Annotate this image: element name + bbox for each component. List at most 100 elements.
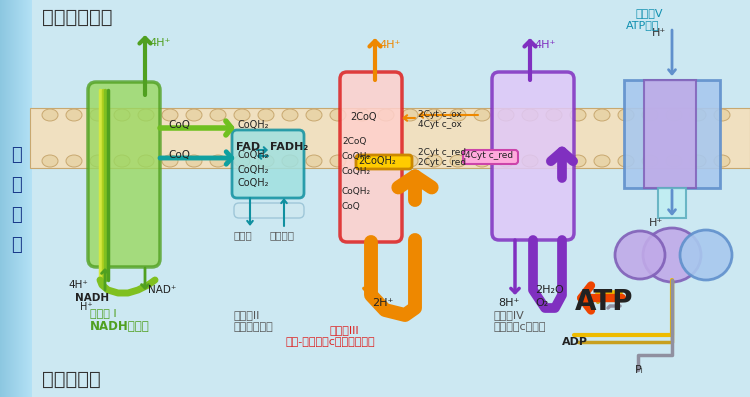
Text: H⁺: H⁺ [649,218,663,228]
Bar [11,0,12,397]
Ellipse shape [162,155,178,167]
Ellipse shape [234,155,250,167]
Bar [29,0,30,397]
Ellipse shape [90,109,106,121]
Ellipse shape [402,155,418,167]
Ellipse shape [378,109,394,121]
Ellipse shape [138,155,154,167]
Text: NADH脱氢酶: NADH脱氢酶 [90,320,150,333]
Text: 2H₂O: 2H₂O [535,285,564,295]
Bar [13,0,14,397]
Ellipse shape [186,109,202,121]
Text: CoQH₂: CoQH₂ [237,178,268,188]
Ellipse shape [680,230,732,280]
Ellipse shape [714,109,730,121]
FancyBboxPatch shape [492,72,574,240]
Ellipse shape [615,231,665,279]
Ellipse shape [642,155,658,167]
Bar [17,0,18,397]
Text: 4Cyt c_red: 4Cyt c_red [465,151,513,160]
Text: NAD⁺: NAD⁺ [148,285,176,295]
Text: 泛醌-细胞色素c还原酶复合物: 泛醌-细胞色素c还原酶复合物 [285,337,375,347]
Bar [5,0,6,397]
Text: 复合物IV: 复合物IV [494,310,525,320]
Ellipse shape [354,155,370,167]
Text: 4H⁺: 4H⁺ [379,40,400,50]
Ellipse shape [450,155,466,167]
Ellipse shape [306,109,322,121]
FancyBboxPatch shape [340,72,402,242]
Ellipse shape [450,109,466,121]
Ellipse shape [522,155,538,167]
Ellipse shape [378,155,394,167]
Text: NADH: NADH [75,293,109,303]
Text: 4H⁺: 4H⁺ [68,280,88,290]
Ellipse shape [426,109,442,121]
Text: 复合物III: 复合物III [330,325,360,335]
Bar [14,0,15,397]
Text: H⁺: H⁺ [80,302,93,312]
Text: 2CoQ: 2CoQ [342,137,366,146]
Ellipse shape [498,155,514,167]
Ellipse shape [234,109,250,121]
Bar [25,0,26,397]
Text: 线粒体基质: 线粒体基质 [42,370,100,389]
Ellipse shape [210,155,226,167]
Text: 电: 电 [10,146,21,164]
Text: 度: 度 [10,236,21,254]
Bar [3,0,4,397]
Text: CoQH₂: CoQH₂ [342,167,371,176]
Ellipse shape [42,109,58,121]
Text: CoQH₂: CoQH₂ [342,187,371,196]
FancyBboxPatch shape [463,150,518,164]
Ellipse shape [714,155,730,167]
Text: 复合物V: 复合物V [635,8,662,18]
Text: 2Cyt c_red: 2Cyt c_red [418,158,466,167]
Ellipse shape [66,155,82,167]
Text: CoQH₂: CoQH₂ [237,165,268,175]
Ellipse shape [570,155,586,167]
Bar [23,0,24,397]
Bar [30,108,750,168]
Text: 细胞色素c氧化酶: 细胞色素c氧化酶 [494,322,547,332]
Ellipse shape [618,155,634,167]
Text: FAD: FAD [236,142,260,152]
FancyBboxPatch shape [88,82,160,267]
Text: 2Cyt c_ox: 2Cyt c_ox [418,110,462,119]
Bar [15,0,16,397]
Ellipse shape [354,109,370,121]
Text: CoQ: CoQ [342,202,361,211]
Text: 8H⁺: 8H⁺ [498,298,519,308]
Text: 琥珀酸: 琥珀酸 [234,230,253,240]
Bar [26,0,27,397]
Ellipse shape [570,109,586,121]
Ellipse shape [594,155,610,167]
Ellipse shape [162,109,178,121]
Ellipse shape [546,155,562,167]
Text: 延胡索酸: 延胡索酸 [270,230,295,240]
Ellipse shape [402,109,418,121]
Bar [624,80,720,188]
Ellipse shape [210,109,226,121]
Ellipse shape [186,155,202,167]
Text: 2CoQH₂: 2CoQH₂ [358,156,396,166]
FancyBboxPatch shape [234,203,304,218]
Bar [644,80,696,188]
Bar [4,0,5,397]
Ellipse shape [282,109,298,121]
Ellipse shape [330,109,346,121]
Ellipse shape [474,109,490,121]
Text: ATP合酶: ATP合酶 [626,20,659,30]
Ellipse shape [306,155,322,167]
Text: 势: 势 [10,176,21,194]
Bar [20,0,21,397]
Bar [8,0,9,397]
FancyBboxPatch shape [232,130,304,198]
Bar [22,0,23,397]
Ellipse shape [426,155,442,167]
Bar [21,0,22,397]
Bar [18,0,19,397]
Text: 4Cyt c_ox: 4Cyt c_ox [418,120,462,129]
Ellipse shape [282,155,298,167]
Ellipse shape [546,109,562,121]
